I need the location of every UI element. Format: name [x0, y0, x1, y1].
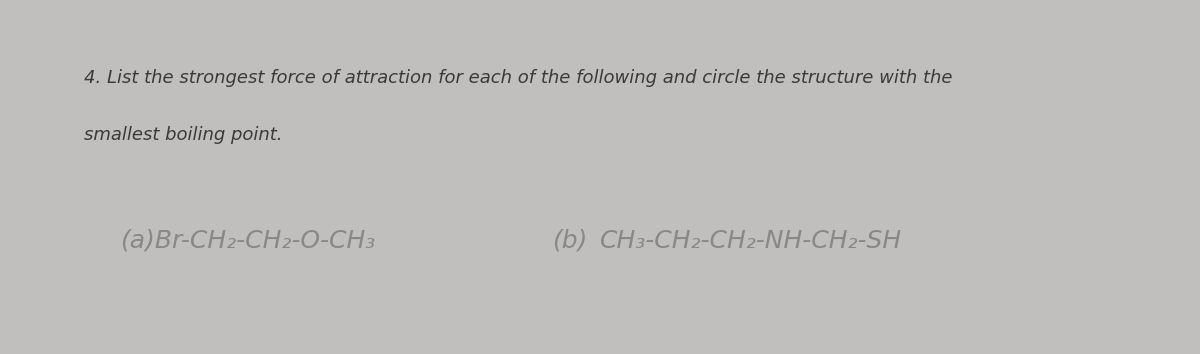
Text: CH₃-CH₂-CH₂-NH-CH₂-SH: CH₃-CH₂-CH₂-NH-CH₂-SH	[600, 229, 902, 253]
Text: (b): (b)	[552, 229, 587, 253]
Text: (a)Br-CH₂-CH₂-O-CH₃: (a)Br-CH₂-CH₂-O-CH₃	[120, 229, 376, 253]
Text: smallest boiling point.: smallest boiling point.	[84, 126, 282, 143]
Text: 4. List the strongest force of attraction for each of the following and circle t: 4. List the strongest force of attractio…	[84, 69, 953, 87]
